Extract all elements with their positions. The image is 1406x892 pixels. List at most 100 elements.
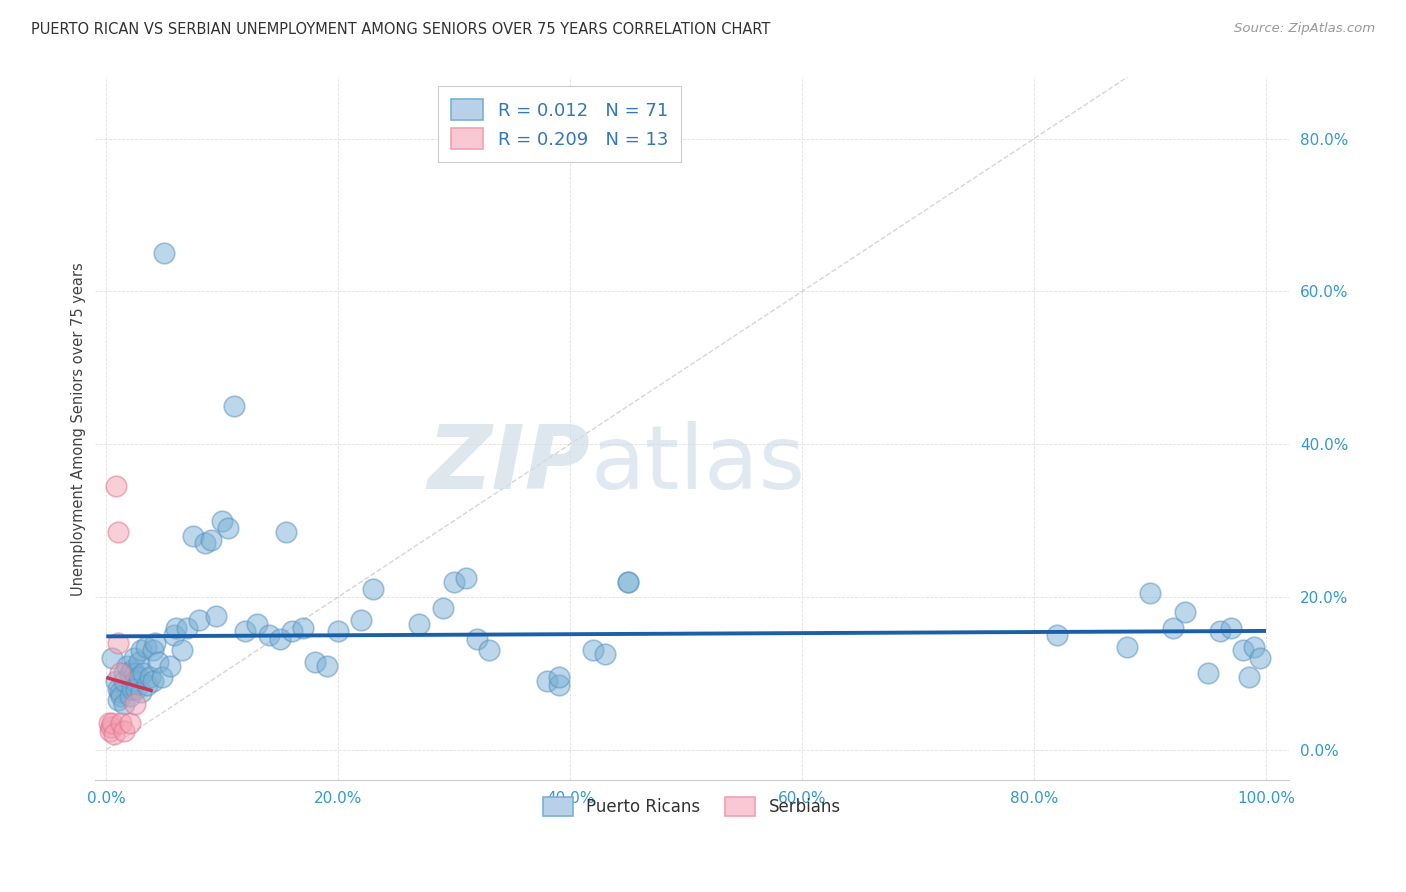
Point <box>110 716 132 731</box>
Point <box>107 524 129 539</box>
Point <box>112 697 135 711</box>
Point <box>153 246 176 260</box>
Point <box>1174 605 1197 619</box>
Point <box>1208 624 1230 639</box>
Point <box>118 716 141 731</box>
Point <box>170 643 193 657</box>
Point <box>617 574 640 589</box>
Point <box>361 582 384 597</box>
Point <box>143 636 166 650</box>
Point <box>1243 640 1265 654</box>
Point <box>100 720 122 734</box>
Point <box>122 651 145 665</box>
Point <box>181 529 204 543</box>
Point <box>211 514 233 528</box>
Point <box>125 681 148 696</box>
Point <box>350 613 373 627</box>
Point <box>1232 643 1254 657</box>
Point <box>165 620 187 634</box>
Point <box>547 670 569 684</box>
Point <box>593 647 616 661</box>
Point <box>135 678 157 692</box>
Text: PUERTO RICAN VS SERBIAN UNEMPLOYMENT AMONG SENIORS OVER 75 YEARS CORRELATION CHA: PUERTO RICAN VS SERBIAN UNEMPLOYMENT AMO… <box>31 22 770 37</box>
Point <box>274 524 297 539</box>
Point <box>115 658 138 673</box>
Point <box>246 616 269 631</box>
Point <box>107 681 129 696</box>
Point <box>443 574 465 589</box>
Point <box>1220 620 1243 634</box>
Point <box>235 624 257 639</box>
Point <box>269 632 291 646</box>
Point <box>110 685 132 699</box>
Point <box>162 628 184 642</box>
Point <box>1115 640 1137 654</box>
Point <box>118 666 141 681</box>
Point <box>315 658 337 673</box>
Point <box>103 727 125 741</box>
Point <box>97 716 120 731</box>
Point <box>1139 586 1161 600</box>
Point <box>222 399 245 413</box>
Point <box>1249 651 1271 665</box>
Point <box>547 678 569 692</box>
Point <box>432 601 454 615</box>
Point <box>1161 620 1184 634</box>
Text: atlas: atlas <box>591 420 806 508</box>
Point <box>617 574 640 589</box>
Point <box>176 620 198 634</box>
Point <box>132 666 155 681</box>
Point <box>257 628 280 642</box>
Legend: Puerto Ricans, Serbians: Puerto Ricans, Serbians <box>534 789 849 825</box>
Point <box>104 479 127 493</box>
Point <box>194 536 217 550</box>
Point <box>110 666 132 681</box>
Point <box>121 663 143 677</box>
Point <box>188 613 211 627</box>
Point <box>98 723 121 738</box>
Point <box>128 670 150 684</box>
Point <box>217 521 239 535</box>
Point <box>107 693 129 707</box>
Point <box>101 651 124 665</box>
Point <box>107 636 129 650</box>
Point <box>118 690 141 704</box>
Point <box>128 655 150 669</box>
Point <box>112 673 135 688</box>
Point <box>200 533 222 547</box>
Point <box>148 655 170 669</box>
Point <box>150 670 173 684</box>
Point <box>124 666 146 681</box>
Point <box>104 673 127 688</box>
Point <box>408 616 430 631</box>
Point <box>101 716 124 731</box>
Point <box>454 571 477 585</box>
Point <box>478 643 501 657</box>
Point <box>112 723 135 738</box>
Point <box>536 673 558 688</box>
Point <box>110 690 132 704</box>
Point <box>304 655 326 669</box>
Text: ZIP: ZIP <box>427 420 591 508</box>
Point <box>1046 628 1069 642</box>
Text: Source: ZipAtlas.com: Source: ZipAtlas.com <box>1234 22 1375 36</box>
Point <box>139 670 162 684</box>
Point <box>1237 670 1260 684</box>
Point <box>159 658 181 673</box>
Point <box>112 666 135 681</box>
Point <box>328 624 350 639</box>
Point <box>124 697 146 711</box>
Point <box>129 643 152 657</box>
Point <box>582 643 605 657</box>
Y-axis label: Unemployment Among Seniors over 75 years: Unemployment Among Seniors over 75 years <box>72 262 86 596</box>
Point <box>121 681 143 696</box>
Point <box>467 632 489 646</box>
Point <box>281 624 304 639</box>
Point <box>142 643 165 657</box>
Point <box>205 609 228 624</box>
Point <box>1197 666 1219 681</box>
Point <box>124 673 146 688</box>
Point <box>135 640 157 654</box>
Point <box>292 620 315 634</box>
Point <box>129 685 152 699</box>
